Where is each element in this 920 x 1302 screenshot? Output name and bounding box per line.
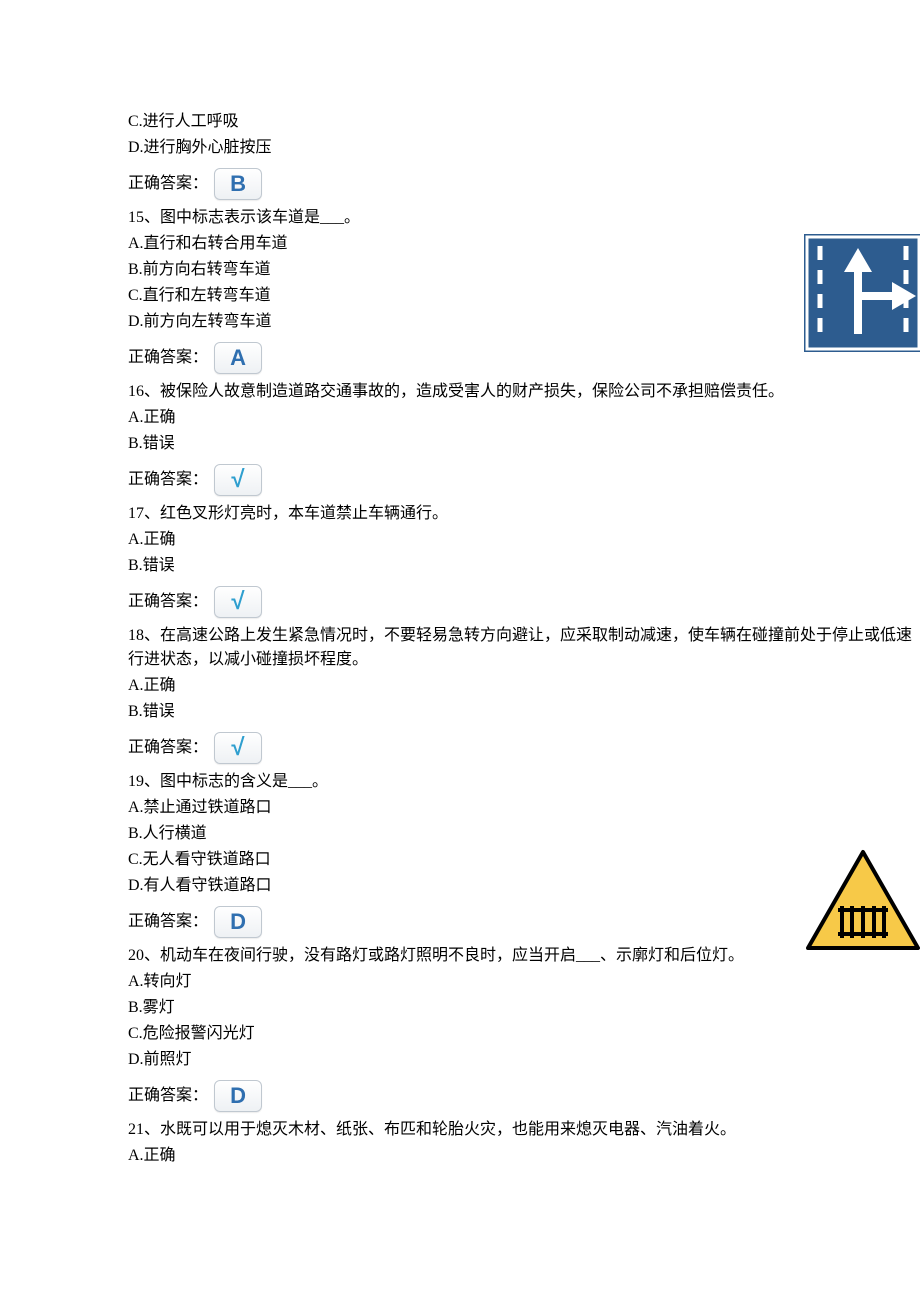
- answer-letter: A: [230, 347, 246, 369]
- option-c: C.直行和左转弯车道: [128, 284, 920, 308]
- question-19: 19、图中标志的含义是___。 A.禁止通过铁道路口 B.人行横道 C.无人看守…: [128, 770, 920, 938]
- answer-badge: √: [214, 732, 262, 764]
- answer-badge: D: [214, 1080, 262, 1112]
- answer-badge: D: [214, 906, 262, 938]
- option-a: A.禁止通过铁道路口: [128, 796, 920, 820]
- option-b: B.错误: [128, 554, 920, 578]
- answer-label: 正确答案：: [128, 346, 208, 370]
- question-17: 17、红色叉形灯亮时，本车道禁止车辆通行。 A.正确 B.错误 正确答案： √: [128, 502, 920, 618]
- question-20: 20、机动车在夜间行驶，没有路灯或路灯照明不良时，应当开启___、示廓灯和后位灯…: [128, 944, 920, 1112]
- question-text: 21、水既可以用于熄灭木材、纸张、布匹和轮胎火灾，也能用来熄灭电器、汽油着火。: [128, 1118, 920, 1142]
- answer-label: 正确答案：: [128, 736, 208, 760]
- railway-sign-icon: [804, 848, 920, 953]
- question-21: 21、水既可以用于熄灭木材、纸张、布匹和轮胎火灾，也能用来熄灭电器、汽油着火。 …: [128, 1118, 920, 1168]
- option-c: C.无人看守铁道路口: [128, 848, 920, 872]
- option-b: B.雾灯: [128, 996, 920, 1020]
- question-14-tail: C.进行人工呼吸 D.进行胸外心脏按压 正确答案： B: [128, 110, 920, 200]
- option-a: A.正确: [128, 674, 920, 698]
- answer-row: 正确答案： A: [128, 342, 920, 374]
- answer-label: 正确答案：: [128, 1084, 208, 1108]
- answer-row: 正确答案： D: [128, 906, 920, 938]
- answer-row: 正确答案： √: [128, 586, 920, 618]
- answer-check: √: [231, 468, 244, 492]
- question-18: 18、在高速公路上发生紧急情况时，不要轻易急转方向避让，应采取制动减速，使车辆在…: [128, 624, 920, 764]
- answer-badge: A: [214, 342, 262, 374]
- question-15: 15、图中标志表示该车道是___。 A.直行和右转合用车道 B.前方向右转弯车道…: [128, 206, 920, 374]
- answer-label: 正确答案：: [128, 468, 208, 492]
- question-text: 19、图中标志的含义是___。: [128, 770, 920, 794]
- answer-badge: √: [214, 464, 262, 496]
- answer-letter: B: [230, 173, 246, 195]
- answer-letter: D: [230, 911, 246, 933]
- option-b: B.错误: [128, 700, 920, 724]
- answer-row: 正确答案： D: [128, 1080, 920, 1112]
- option-d: D.进行胸外心脏按压: [128, 136, 920, 160]
- option-b: B.错误: [128, 432, 920, 456]
- question-text: 18、在高速公路上发生紧急情况时，不要轻易急转方向避让，应采取制动减速，使车辆在…: [128, 624, 920, 672]
- option-a: A.正确: [128, 528, 920, 552]
- question-text: 16、被保险人故意制造道路交通事故的，造成受害人的财产损失，保险公司不承担赔偿责…: [128, 380, 920, 404]
- answer-row: 正确答案： B: [128, 168, 920, 200]
- option-b: B.人行横道: [128, 822, 920, 846]
- answer-badge: √: [214, 586, 262, 618]
- answer-check: √: [231, 736, 244, 760]
- question-16: 16、被保险人故意制造道路交通事故的，造成受害人的财产损失，保险公司不承担赔偿责…: [128, 380, 920, 496]
- answer-label: 正确答案：: [128, 910, 208, 934]
- answer-letter: D: [230, 1085, 246, 1107]
- answer-label: 正确答案：: [128, 590, 208, 614]
- option-d: D.有人看守铁道路口: [128, 874, 920, 898]
- option-a: A.直行和右转合用车道: [128, 232, 920, 256]
- answer-row: 正确答案： √: [128, 464, 920, 496]
- option-c: C.进行人工呼吸: [128, 110, 920, 134]
- option-b: B.前方向右转弯车道: [128, 258, 920, 282]
- question-text: 15、图中标志表示该车道是___。: [128, 206, 920, 230]
- lane-sign-icon: [804, 234, 920, 352]
- answer-check: √: [231, 590, 244, 614]
- answer-row: 正确答案： √: [128, 732, 920, 764]
- option-a: A.正确: [128, 406, 920, 430]
- option-a: A.正确: [128, 1144, 920, 1168]
- option-a: A.转向灯: [128, 970, 920, 994]
- answer-badge: B: [214, 168, 262, 200]
- question-text: 17、红色叉形灯亮时，本车道禁止车辆通行。: [128, 502, 920, 526]
- option-d: D.前方向左转弯车道: [128, 310, 920, 334]
- question-text: 20、机动车在夜间行驶，没有路灯或路灯照明不良时，应当开启___、示廓灯和后位灯…: [128, 944, 920, 968]
- answer-label: 正确答案：: [128, 172, 208, 196]
- option-c: C.危险报警闪光灯: [128, 1022, 920, 1046]
- option-d: D.前照灯: [128, 1048, 920, 1072]
